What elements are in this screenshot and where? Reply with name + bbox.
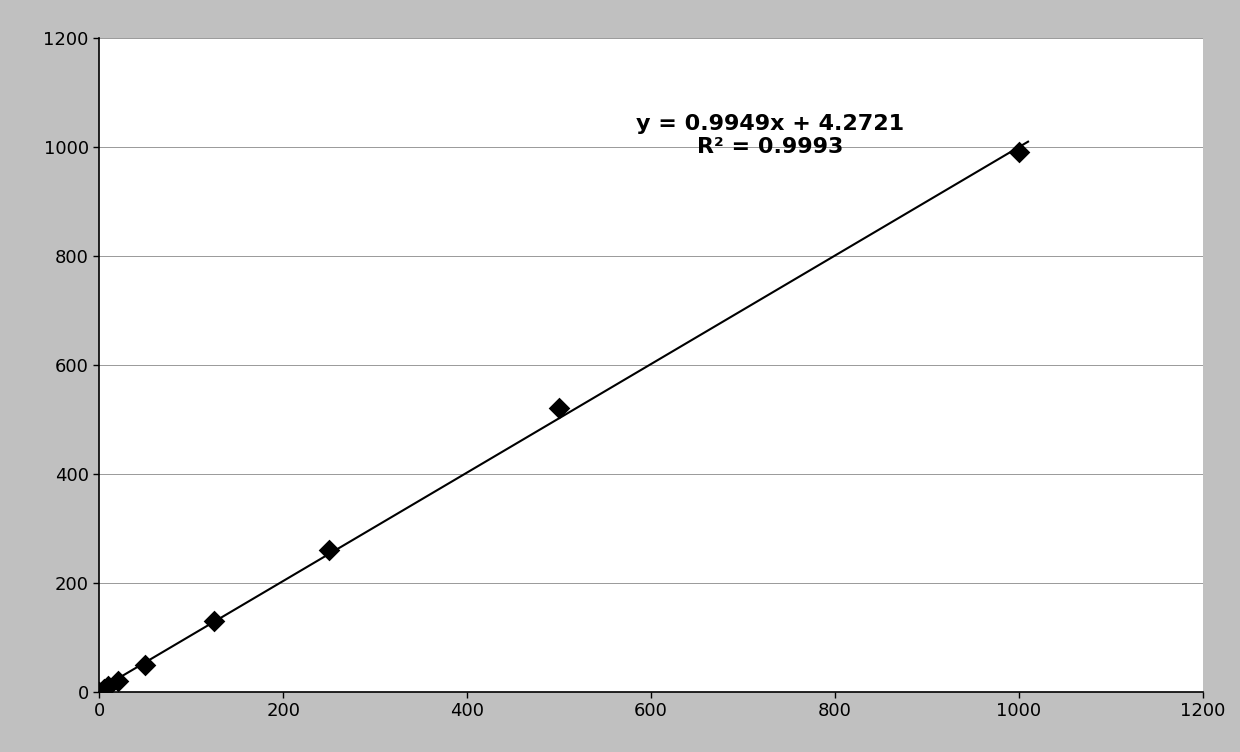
Point [135, 659, 155, 671]
Point [1009, 146, 1029, 158]
Point [108, 675, 128, 687]
Point [549, 402, 569, 414]
Point [205, 615, 224, 627]
Point [89, 686, 109, 698]
Point [94, 683, 114, 695]
Point [98, 681, 118, 693]
Text: y = 0.9949x + 4.2721
R² = 0.9993: y = 0.9949x + 4.2721 R² = 0.9993 [636, 114, 905, 157]
Point [319, 544, 339, 556]
